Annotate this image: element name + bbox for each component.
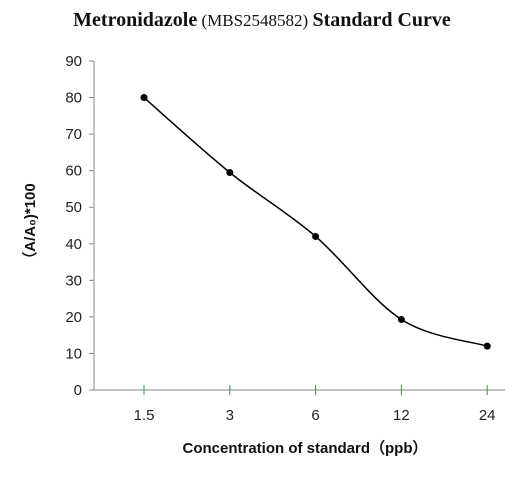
chart-title-part3: Standard Curve <box>312 9 450 31</box>
data-point <box>140 94 148 102</box>
data-point <box>483 342 491 350</box>
y-tick-label: 10 <box>65 345 82 362</box>
y-tick-label: 50 <box>65 199 82 216</box>
chart-title: Metronidazole (MBS2548582) Standard Curv… <box>73 9 451 31</box>
y-tick-label: 60 <box>65 163 82 180</box>
data-point <box>226 168 234 176</box>
y-tick-label: 70 <box>65 126 82 143</box>
data-point <box>312 232 320 240</box>
x-axis: 1.5 3 6 12 24 <box>94 385 505 424</box>
series-line <box>143 96 488 347</box>
y-axis-label: （A/A₀)*100 <box>21 183 39 266</box>
y-tick-label: 90 <box>65 53 82 70</box>
x-tick-label: 3 <box>226 407 234 424</box>
x-tick-label: 24 <box>479 407 496 424</box>
y-tick-label: 20 <box>65 309 82 326</box>
x-tick-label: 1.5 <box>134 407 155 424</box>
y-tick-label: 40 <box>65 236 82 253</box>
y-tick-label: 30 <box>65 272 82 289</box>
data-points <box>140 94 491 350</box>
x-tick-label: 12 <box>393 407 410 424</box>
chart-title-part1: Metronidazole <box>73 9 197 31</box>
chart-title-part2: (MBS2548582) <box>197 11 312 30</box>
y-tick-label: 0 <box>74 382 82 399</box>
x-tick-label: 6 <box>311 407 319 424</box>
x-axis-label: Concentration of standard（ppb） <box>183 439 428 457</box>
data-point <box>397 315 405 323</box>
y-tick-label: 80 <box>65 90 82 107</box>
y-axis: 0 10 20 30 40 50 60 70 80 90 <box>65 53 95 399</box>
